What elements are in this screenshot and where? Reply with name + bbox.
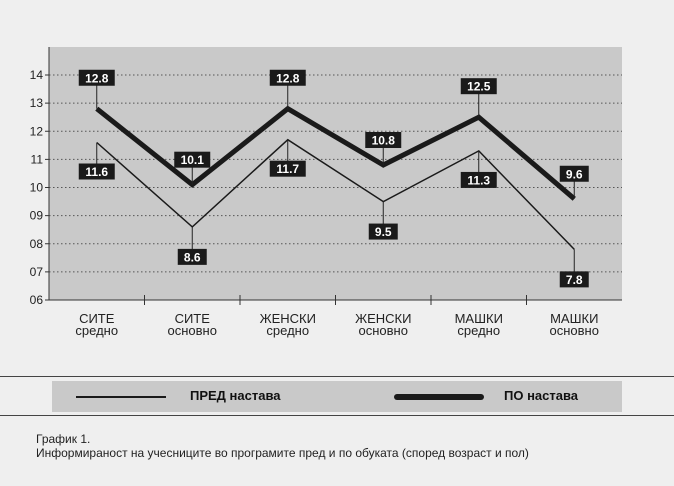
y-tick-label: 13 xyxy=(30,96,44,110)
x-tick-label-line2: средно xyxy=(75,323,118,338)
data-label-after-box xyxy=(460,78,497,95)
data-label-before-box xyxy=(177,248,207,265)
chart-svg: 060708091011121314СИТЕсредноСИТЕосновноЖ… xyxy=(30,47,622,338)
x-tick-label-line2: средно xyxy=(457,323,500,338)
data-label-after: 12.8 xyxy=(85,71,109,85)
data-label-after-box xyxy=(365,132,402,148)
data-label-before: 11.6 xyxy=(85,165,108,179)
plot-area xyxy=(49,47,622,300)
data-label-after-box xyxy=(174,151,211,168)
legend-panel: ПРЕД настава ПО настава xyxy=(52,381,622,412)
legend-label-before: ПРЕД настава xyxy=(190,388,281,403)
x-tick-label-line2: основно xyxy=(359,323,408,338)
legend-label-after: ПО настава xyxy=(504,388,579,403)
x-tick-label-line1: МАШКИ xyxy=(455,311,503,326)
data-label-after: 10.1 xyxy=(181,153,205,167)
line-chart: 06 07 08 09 10 11 12 13 14 СИТЕ средно СИТЕ основно Ж… xyxy=(30,47,622,338)
x-tick-label-line2: основно xyxy=(550,323,599,338)
data-label-after-box xyxy=(559,165,589,182)
x-tick-label-line1: МАШКИ xyxy=(550,311,598,326)
data-label-before-box xyxy=(269,160,306,177)
y-tick-label: 06 xyxy=(30,293,44,307)
data-label-before: 11.7 xyxy=(276,162,299,176)
x-tick-label-line2: средно xyxy=(266,323,309,338)
x-tick-label-line2: основно xyxy=(168,323,217,338)
data-label-before-box xyxy=(460,171,497,188)
x-tick-label-line1: ЖЕНСКИ xyxy=(260,311,316,326)
data-label-before: 7.8 xyxy=(566,273,583,287)
data-label-before-box xyxy=(368,223,398,240)
y-tick-label: 14 xyxy=(30,68,44,82)
data-label-after: 12.8 xyxy=(276,71,300,85)
series-line-before xyxy=(96,138,575,250)
y-tick-label: 12 xyxy=(30,124,44,138)
x-tick-label-line1: СИТЕ xyxy=(79,311,115,326)
data-label-after: 9.6 xyxy=(566,167,583,181)
y-tick-label: 08 xyxy=(30,237,44,251)
y-tick-label: 11 xyxy=(31,152,44,166)
series-line-after xyxy=(95,105,576,201)
legend-line-before xyxy=(76,396,166,398)
y-tick-label: 10 xyxy=(30,181,44,195)
x-tick-label-line1: СИТЕ xyxy=(175,311,211,326)
y-tick-label: 07 xyxy=(30,265,44,279)
data-label-after: 12.5 xyxy=(467,80,491,94)
legend-line-after xyxy=(394,394,484,400)
data-label-before: 11.3 xyxy=(467,173,490,187)
y-tick-label: 09 xyxy=(30,209,44,223)
x-tick-label-line1: ЖЕНСКИ xyxy=(355,311,411,326)
data-label-before: 8.6 xyxy=(184,250,201,264)
data-label-before: 9.5 xyxy=(375,225,392,239)
legend: ПРЕД настава ПО настава xyxy=(0,376,674,416)
data-label-after-box xyxy=(78,69,115,86)
data-label-after: 10.8 xyxy=(372,134,396,148)
caption-figure-number: График 1. xyxy=(36,432,91,446)
data-label-before-box xyxy=(78,163,115,180)
data-label-before-box xyxy=(559,271,589,288)
data-label-after-box xyxy=(269,69,306,86)
caption-description: Информираност на учесниците во програмит… xyxy=(36,446,529,460)
